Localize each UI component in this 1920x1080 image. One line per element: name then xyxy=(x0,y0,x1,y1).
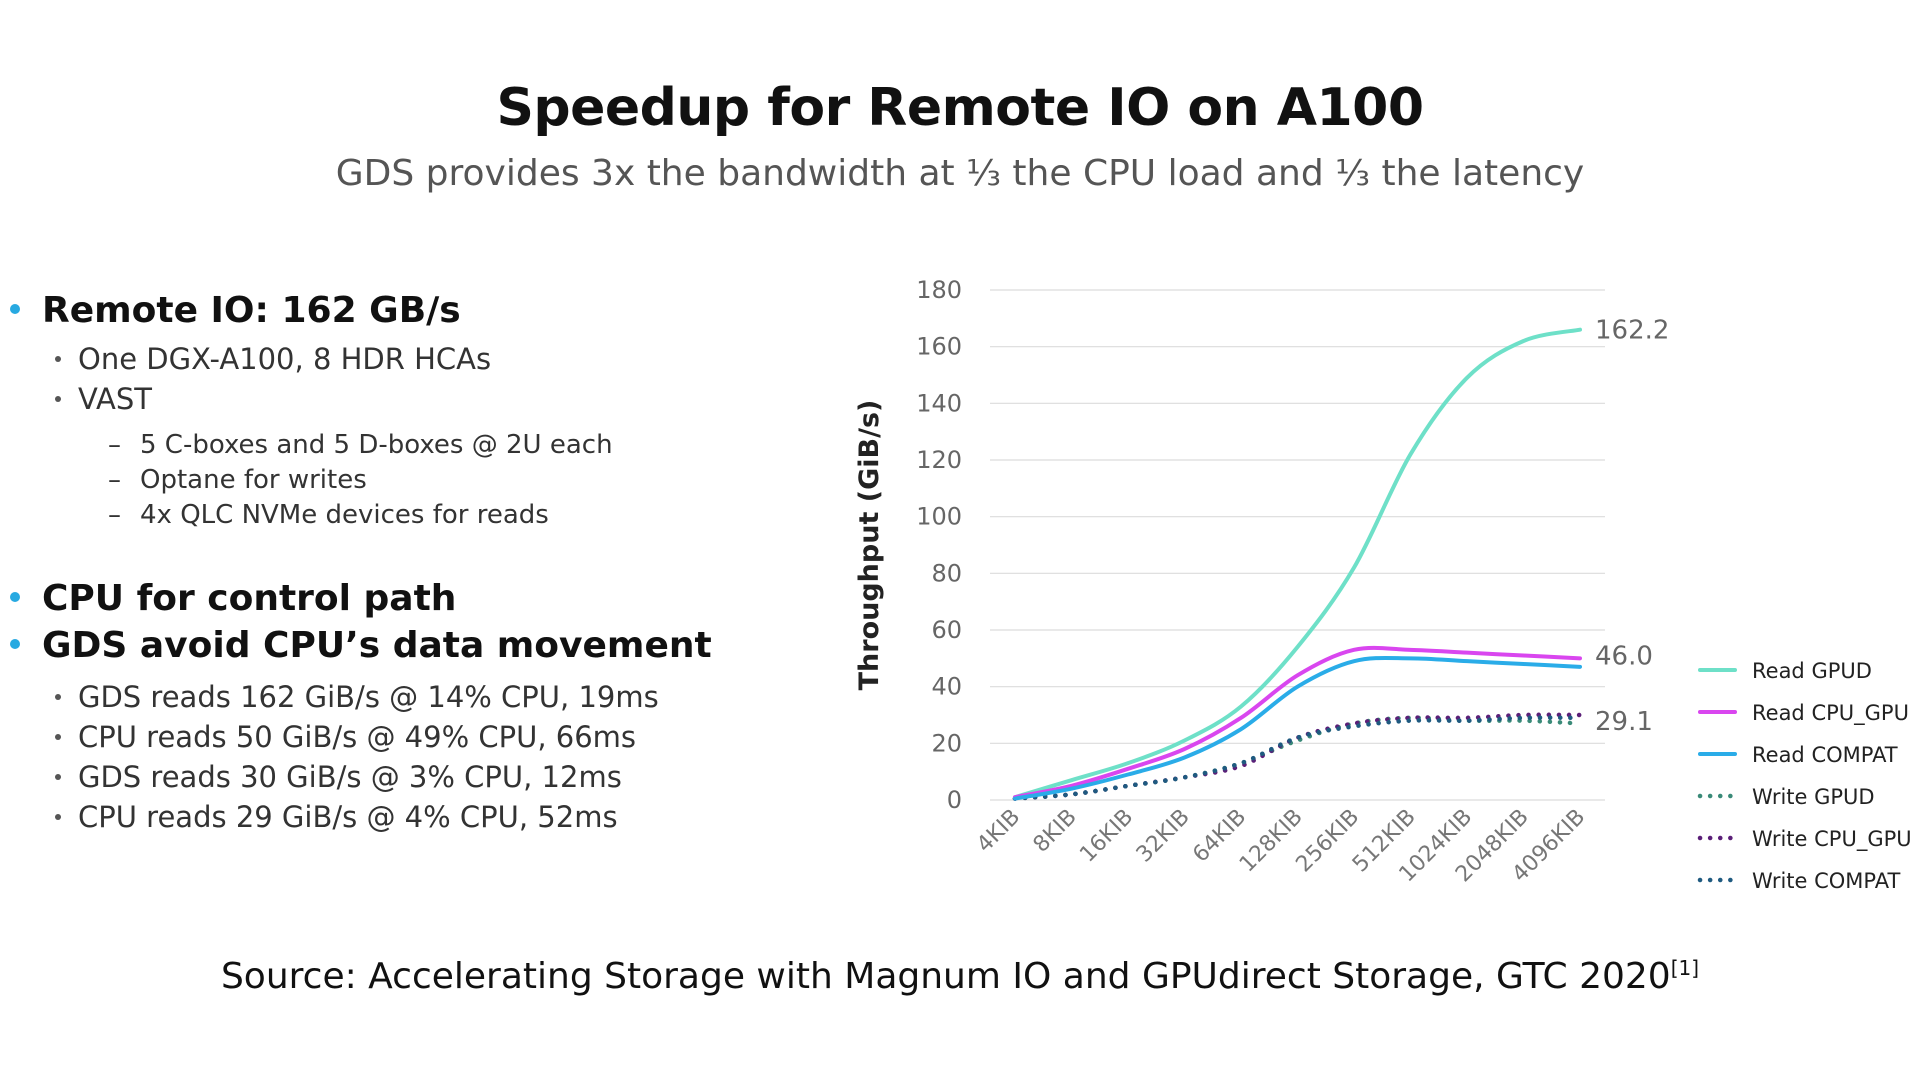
series-line-read-gpud xyxy=(1013,327,1582,800)
legend-label: Read GPUD xyxy=(1752,659,1872,683)
y-tick-label: 0 xyxy=(947,786,962,814)
bullet-gds-reads-30-text: GDS reads 30 GiB/s @ 3% CPU, 12ms xyxy=(78,760,622,794)
bullet-cpu-reads-29: CPU reads 29 GiB/s @ 4% CPU, 52ms xyxy=(55,800,618,834)
data-label: 46.0 xyxy=(1595,641,1653,671)
y-tick-label: 100 xyxy=(916,503,962,531)
bullet-cpu-reads-50: CPU reads 50 GiB/s @ 49% CPU, 66ms xyxy=(55,720,637,754)
bullet-gds-avoid-text: GDS avoid CPU’s data movement xyxy=(42,625,712,666)
bullet-cpu-control-text: CPU for control path xyxy=(42,578,457,619)
bullet-vast-boxes-text: 5 C-boxes and 5 D-boxes @ 2U each xyxy=(140,430,613,460)
bullet-remote-io: Remote IO: 162 GB/s xyxy=(10,290,461,331)
bullet-remote-io-text: Remote IO: 162 GB/s xyxy=(42,290,461,331)
bullet-vast-optane-text: Optane for writes xyxy=(140,465,367,495)
y-tick-label: 140 xyxy=(916,389,962,417)
bullet-vast-boxes: – 5 C-boxes and 5 D-boxes @ 2U each xyxy=(108,430,613,460)
y-tick-label: 20 xyxy=(931,729,962,757)
x-tick-label: 16KIB xyxy=(1075,805,1138,868)
bullet-vast-nvme-text: 4x QLC NVMe devices for reads xyxy=(140,500,549,530)
bullet-gds-reads-30: GDS reads 30 GiB/s @ 3% CPU, 12ms xyxy=(55,760,622,794)
bullet-sub-dgx-text: One DGX-A100, 8 HDR HCAs xyxy=(78,342,492,376)
y-tick-label: 180 xyxy=(916,276,962,304)
slide-title: Speedup for Remote IO on A100 xyxy=(496,78,1424,138)
bullet-gds-reads-162-text: GDS reads 162 GiB/s @ 14% CPU, 19ms xyxy=(78,680,659,714)
series-line-write-compat xyxy=(1012,715,1583,801)
bullet-gds-reads-162: GDS reads 162 GiB/s @ 14% CPU, 19ms xyxy=(55,680,659,714)
y-tick-label: 40 xyxy=(931,673,962,701)
x-tick-label: 8KIB xyxy=(1029,805,1082,858)
bullet-list: Remote IO: 162 GB/s One DGX-A100, 8 HDR … xyxy=(0,0,760,1080)
bullet-vast-optane: – Optane for writes xyxy=(108,465,367,495)
bullet-dot xyxy=(55,694,61,700)
slide-subtitle: GDS provides 3x the bandwidth at ⅓ the C… xyxy=(335,153,1585,194)
series-line-read-cpu-gpu xyxy=(1013,645,1582,800)
bullet-dot xyxy=(55,734,61,740)
data-label: 29.1 xyxy=(1595,707,1653,737)
bullet-dot xyxy=(55,396,61,402)
series-line-read-compat xyxy=(1013,655,1582,801)
legend-label: Read COMPAT xyxy=(1752,743,1898,767)
bullet-dot xyxy=(55,814,61,820)
data-label: 162.2 xyxy=(1595,316,1669,346)
source-ref: [1] xyxy=(1670,956,1700,980)
series-line-write-gpud xyxy=(1012,715,1583,801)
bullet-cpu-reads-29-text: CPU reads 29 GiB/s @ 4% CPU, 52ms xyxy=(78,800,618,834)
bullet-gds-avoid: GDS avoid CPU’s data movement xyxy=(10,625,712,666)
bullet-vast-nvme: – 4x QLC NVMe devices for reads xyxy=(108,500,549,530)
bullet-sub-vast-text: VAST xyxy=(78,382,152,416)
series-line-write-cpu-gpu xyxy=(1012,712,1583,801)
y-tick-label: 60 xyxy=(931,616,962,644)
legend-label: Write CPU_GPU xyxy=(1752,827,1912,852)
y-axis-label: Throughput (GiB/s) xyxy=(854,400,885,691)
bullet-cpu-control: CPU for control path xyxy=(10,578,457,619)
bullet-dot xyxy=(10,304,20,314)
x-tick-label: 32KIB xyxy=(1132,805,1195,868)
bullet-cpu-reads-50-text: CPU reads 50 GiB/s @ 49% CPU, 66ms xyxy=(78,720,637,754)
source-citation: Source: Accelerating Storage with Magnum… xyxy=(0,956,1920,997)
bullet-sub-dgx: One DGX-A100, 8 HDR HCAs xyxy=(55,342,492,376)
y-tick-label: 160 xyxy=(916,333,962,361)
y-tick-label: 80 xyxy=(931,559,962,587)
legend-label: Read CPU_GPU xyxy=(1752,701,1909,726)
x-tick-label: 4KIB xyxy=(972,805,1025,858)
bullet-dot xyxy=(55,774,61,780)
bullet-dot xyxy=(55,356,61,362)
bullet-dot xyxy=(10,592,20,602)
bullet-dot xyxy=(10,639,20,649)
bullet-sub-vast: VAST xyxy=(55,382,152,416)
source-text: Source: Accelerating Storage with Magnum… xyxy=(220,956,1671,997)
y-tick-label: 120 xyxy=(916,446,962,474)
legend-label: Write COMPAT xyxy=(1752,869,1900,893)
legend-label: Write GPUD xyxy=(1752,785,1875,809)
